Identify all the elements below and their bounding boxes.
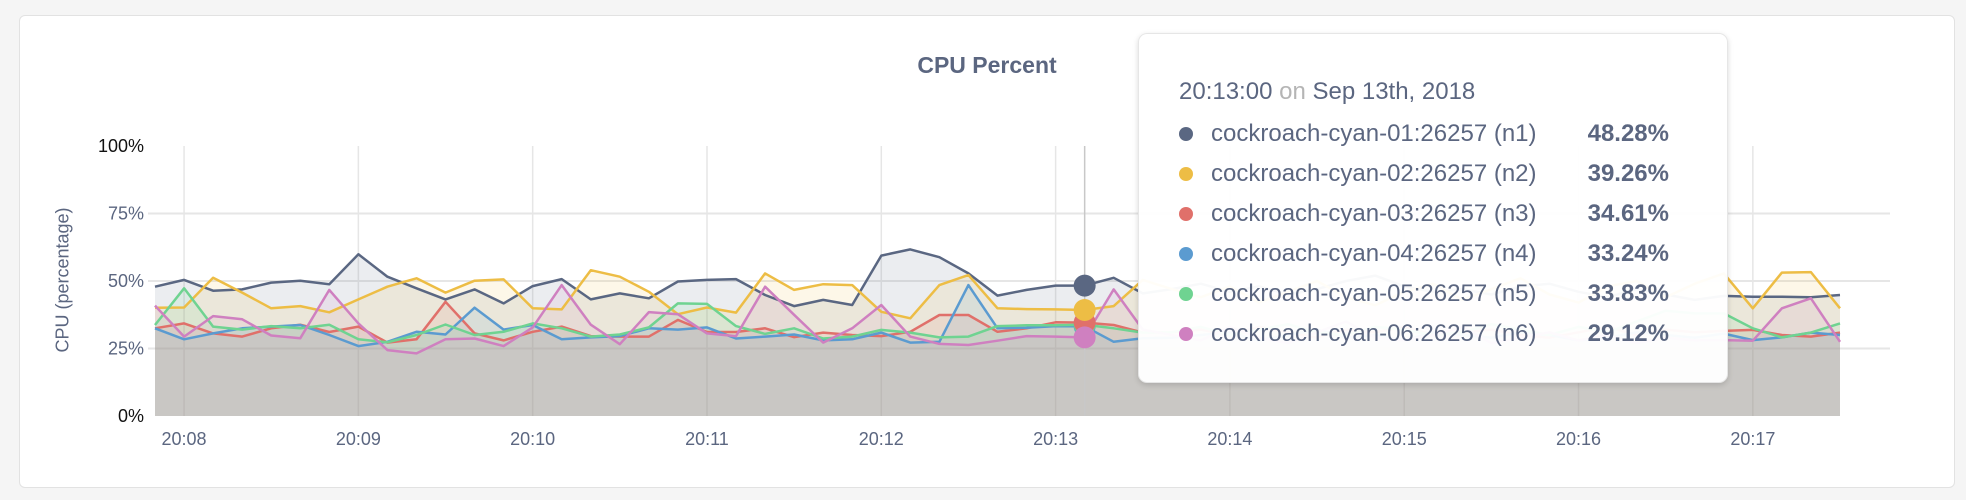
- series-area: [155, 288, 1840, 416]
- x-tick-label: 20:11: [685, 429, 729, 449]
- tooltip-row: cockroach-cyan-03:26257 (n3) 34.61%: [1179, 194, 1699, 234]
- x-tick-label: 20:09: [336, 429, 381, 449]
- tooltip-row: cockroach-cyan-06:26257 (n6) 29.12%: [1179, 314, 1699, 354]
- series-area: [155, 285, 1840, 416]
- y-tick-label: 0%: [118, 406, 144, 426]
- series-color-dot-icon: [1179, 167, 1193, 181]
- x-tick-label: 20:17: [1730, 429, 1775, 449]
- series-area: [155, 301, 1840, 416]
- tooltip-series-name: cockroach-cyan-02:26257 (n2): [1211, 160, 1537, 187]
- series-color-dot-icon: [1179, 327, 1193, 341]
- hover-point: [1073, 274, 1096, 297]
- tooltip-series-name: cockroach-cyan-04:26257 (n4): [1211, 240, 1537, 267]
- series-color-dot-icon: [1179, 127, 1193, 141]
- tooltip-series-value: 48.28%: [1587, 120, 1669, 147]
- tooltip-row: cockroach-cyan-05:26257 (n5) 33.83%: [1179, 274, 1699, 314]
- hover-point: [1073, 298, 1096, 321]
- y-tick-label: 50%: [108, 271, 144, 291]
- series-area: [155, 285, 1840, 416]
- series-color-dot-icon: [1179, 287, 1193, 301]
- tooltip-row: cockroach-cyan-04:26257 (n4) 33.24%: [1179, 234, 1699, 274]
- series-color-dot-icon: [1179, 247, 1193, 261]
- x-tick-label: 20:08: [162, 429, 207, 449]
- tooltip-header: 20:13:00 on Sep 13th, 2018: [1179, 78, 1475, 106]
- tooltip-series-value: 29.12%: [1587, 320, 1669, 347]
- tooltip-series-value: 34.61%: [1587, 200, 1669, 227]
- tooltip-series-name: cockroach-cyan-03:26257 (n3): [1211, 200, 1537, 227]
- tooltip-row: cockroach-cyan-01:26257 (n1) 48.28%: [1179, 114, 1699, 154]
- hover-point: [1073, 326, 1096, 349]
- tooltip-row: cockroach-cyan-02:26257 (n2) 39.26%: [1179, 154, 1699, 194]
- tooltip-on: on: [1279, 78, 1306, 105]
- tooltip-series-name: cockroach-cyan-06:26257 (n6): [1211, 320, 1537, 347]
- tooltip-date: Sep 13th, 2018: [1312, 78, 1476, 105]
- hover-tooltip: 20:13:00 on Sep 13th, 2018 cockroach-cya…: [1138, 33, 1728, 383]
- tooltip-series-value: 33.24%: [1587, 240, 1669, 267]
- chart-title: CPU Percent: [917, 52, 1057, 78]
- y-axis-label: CPU (percentage): [52, 207, 73, 353]
- x-tick-label: 20:15: [1382, 429, 1427, 449]
- tooltip-series-name: cockroach-cyan-01:26257 (n1): [1211, 120, 1537, 147]
- x-tick-label: 20:12: [859, 429, 904, 449]
- y-tick-label: 25%: [108, 339, 144, 359]
- tooltip-series-value: 39.26%: [1587, 160, 1669, 187]
- x-tick-label: 20:13: [1033, 429, 1078, 449]
- x-tick-label: 20:16: [1556, 429, 1601, 449]
- y-tick-label: 75%: [108, 204, 144, 224]
- x-tick-label: 20:14: [1207, 429, 1252, 449]
- tooltip-series-name: cockroach-cyan-05:26257 (n5): [1211, 280, 1537, 307]
- series-color-dot-icon: [1179, 207, 1193, 221]
- x-tick-label: 20:10: [510, 429, 555, 449]
- tooltip-time: 20:13:00: [1179, 78, 1273, 105]
- tooltip-series-value: 33.83%: [1587, 280, 1669, 307]
- y-tick-label: 100%: [98, 136, 144, 156]
